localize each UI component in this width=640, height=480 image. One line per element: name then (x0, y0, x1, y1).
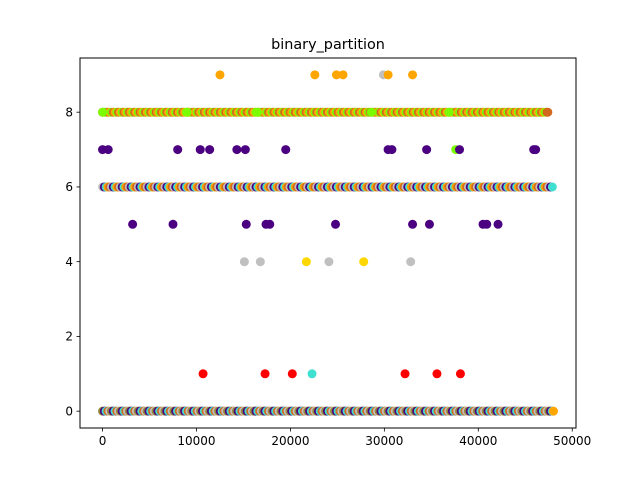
data-point (173, 145, 183, 155)
data-point (400, 369, 410, 379)
data-point (432, 369, 442, 379)
data-point (232, 145, 242, 155)
data-point (215, 70, 225, 80)
data-point (239, 257, 249, 267)
y-tick-label: 4 (65, 255, 73, 269)
data-point (383, 70, 393, 80)
data-point (240, 145, 250, 155)
y-tick-label: 6 (65, 180, 73, 194)
y-axis: 0 2 4 6 8 (65, 105, 80, 418)
data-point (307, 369, 317, 379)
data-point (482, 219, 492, 229)
data-point (543, 107, 553, 117)
data-point (548, 406, 558, 416)
data-point (260, 369, 270, 379)
x-tick-label: 50000 (553, 434, 591, 448)
y-tick-label: 2 (65, 330, 73, 344)
data-point (265, 219, 275, 229)
data-point (198, 369, 208, 379)
data-point (281, 145, 291, 155)
data-point (493, 219, 503, 229)
data-point (103, 145, 113, 155)
points-layer (98, 70, 558, 416)
data-point (287, 369, 297, 379)
data-point (455, 369, 465, 379)
data-point (205, 145, 215, 155)
data-point (241, 219, 251, 229)
data-point (253, 107, 263, 117)
data-point (331, 219, 341, 229)
y-tick-label: 0 (65, 404, 73, 418)
x-tick-label: 20000 (271, 434, 309, 448)
data-point (310, 70, 320, 80)
data-point (359, 257, 369, 267)
x-axis: 0 10000 20000 30000 40000 50000 (99, 428, 591, 448)
data-point (422, 145, 432, 155)
data-point (331, 70, 341, 80)
data-point (128, 219, 138, 229)
data-point (406, 257, 416, 267)
plot-frame (79, 57, 577, 429)
data-point (195, 145, 205, 155)
data-point (387, 145, 397, 155)
data-point (366, 107, 376, 117)
chart-title: binary_partition (271, 37, 385, 53)
data-point (338, 70, 348, 80)
data-point (182, 107, 192, 117)
x-tick-label: 30000 (365, 434, 403, 448)
data-point (424, 219, 434, 229)
x-tick-label: 0 (99, 434, 107, 448)
data-point (168, 219, 178, 229)
y-tick-label: 8 (65, 105, 73, 119)
data-point (408, 70, 418, 80)
data-point (444, 107, 454, 117)
data-point (531, 145, 541, 155)
data-point (255, 257, 265, 267)
band-marker (547, 182, 557, 192)
x-tick-label: 10000 (177, 434, 215, 448)
x-tick-label: 40000 (459, 434, 497, 448)
data-point (98, 107, 108, 117)
data-point (324, 257, 334, 267)
data-point (455, 145, 465, 155)
data-point (408, 219, 418, 229)
data-point (301, 257, 311, 267)
